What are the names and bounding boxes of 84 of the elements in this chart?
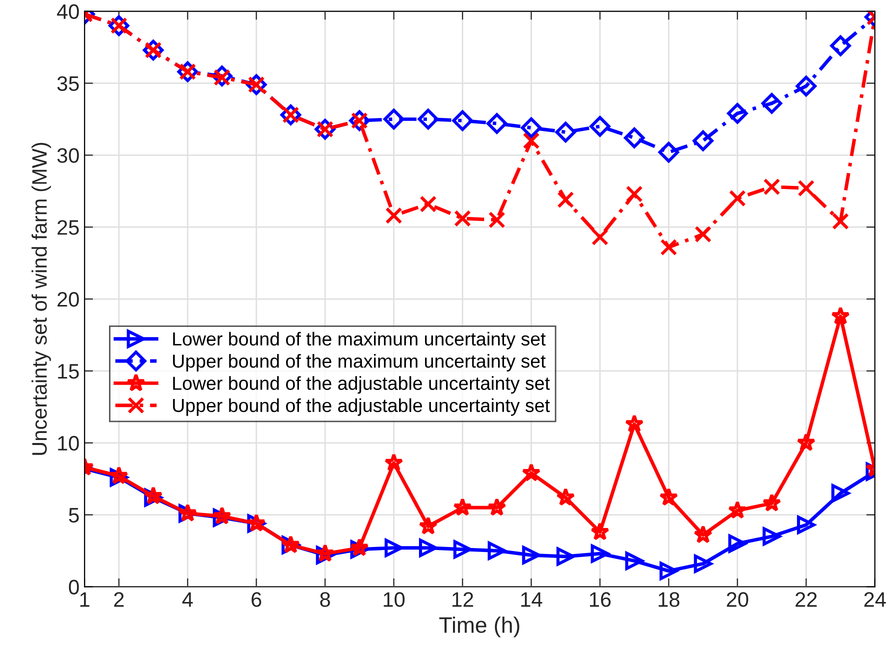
x-tick-label: 24 [864,592,886,607]
point [556,488,576,506]
point [692,130,714,152]
point [624,128,645,148]
point [763,178,780,196]
legend-label: Lower bound of the maximum uncertainty set [173,332,546,350]
point [555,122,576,142]
x-tick-label: 22 [796,592,817,607]
point [626,186,643,202]
legend-label: Upper bound of the adjustable uncertainty set [173,398,550,416]
x-tick-label: 8 [320,592,330,607]
x-tick-label: 6 [252,592,262,607]
point [728,534,747,553]
point [728,190,746,207]
point [520,117,542,138]
y-tick-label: 35 [57,76,79,91]
point [592,228,608,246]
y-tick-label: 5 [68,508,79,523]
point [831,484,850,502]
point [798,180,815,197]
point [453,540,472,559]
point [658,142,680,163]
point [761,92,782,114]
point [557,191,574,208]
x-tick-label: 14 [521,592,542,607]
point [660,238,678,256]
point [659,488,678,506]
point [796,433,816,452]
point [590,522,610,540]
point [796,516,816,534]
point [522,132,540,150]
point [420,196,437,213]
y-tick-label: 25 [58,220,79,235]
y-tick-label: 15 [58,364,79,379]
point [762,527,781,546]
point [418,108,439,130]
y-tick-label: 10 [58,436,79,451]
x-tick-label: 20 [726,592,748,607]
y-tick-label: 30 [57,148,79,163]
y-tick-label: 40 [56,4,79,20]
point [418,516,438,535]
x-tick-label: 18 [658,592,680,607]
x-tick-label: 4 [182,592,193,607]
point [556,547,575,566]
point [522,463,541,482]
point [624,414,644,432]
x-tick-label: 1 [80,592,90,607]
x-tick-label: 10 [384,592,405,607]
point [625,552,644,570]
point [728,500,747,519]
point [419,538,438,558]
point [488,542,506,560]
y-axis-title: Uncertainty set of wind farm (MW) [32,142,51,455]
point [454,210,472,227]
point [384,538,403,558]
point [452,110,473,131]
point [453,498,472,516]
point [487,498,506,516]
point [590,544,610,563]
point [694,226,712,243]
point [522,546,540,564]
point [727,103,748,124]
y-tick-label: 20 [58,292,79,307]
x-tick-label: 2 [114,592,124,607]
point [383,108,404,130]
point [384,453,404,472]
legend-label: Lower bound of the adjustable uncertainty set [173,376,550,394]
y-tick-label: 0 [68,580,79,595]
point [694,554,712,573]
point [762,493,782,512]
point [590,116,610,137]
x-tick-label: 12 [452,592,474,607]
point [831,306,850,325]
point [830,35,851,56]
point [385,207,402,224]
point [486,113,508,134]
point [488,211,506,228]
legend-label: Upper bound of the maximum uncertainty set [173,354,546,372]
point [796,76,817,96]
point [832,212,849,230]
point [694,525,713,544]
x-axis-title: Time (h) [439,616,520,638]
x-tick-label: 16 [590,592,611,607]
point [660,562,678,580]
